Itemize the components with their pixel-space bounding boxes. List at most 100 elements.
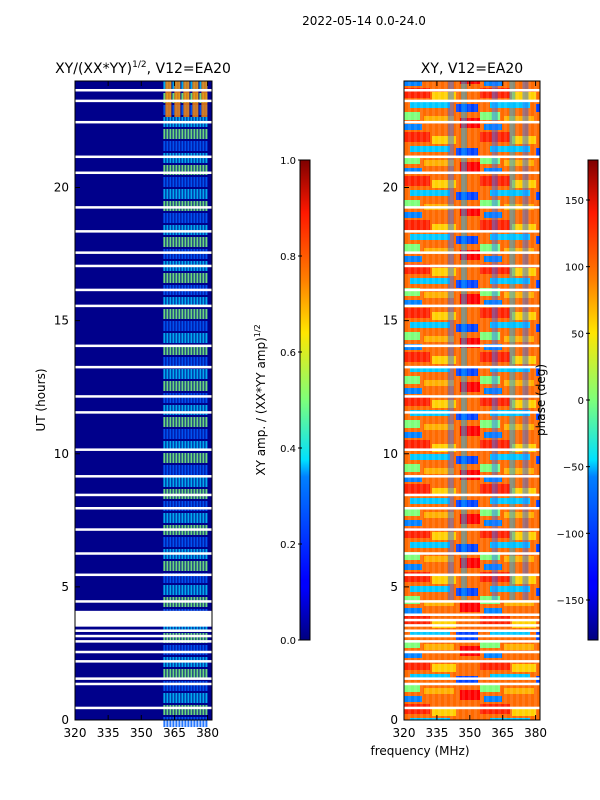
left-signal-cell (202, 405, 205, 415)
left-signal-cell (175, 141, 178, 151)
left-signal-cell (202, 693, 205, 703)
left-signal-cell (184, 297, 187, 307)
left-signal-cell (199, 189, 202, 199)
left-signal-cell (172, 345, 175, 355)
amplitude-colorbar-label: XY amp. / (XX*YY amp)1/2 (253, 324, 268, 475)
left-signal-cell (196, 237, 199, 247)
left-signal-cell (196, 345, 199, 355)
left-signal-cell (172, 585, 175, 595)
right-flag-row (404, 264, 540, 268)
left-signal-cell (199, 681, 202, 691)
left-signal-cell (181, 297, 184, 307)
left-signal-cell (166, 441, 169, 451)
left-signal-hot-cell (174, 81, 181, 117)
left-signal-cell (205, 669, 208, 679)
left-signal-cell (172, 369, 175, 379)
left-signal-cell (163, 345, 166, 355)
left-signal-cell (184, 309, 187, 319)
left-signal-cell (190, 693, 193, 703)
left-signal-cell (196, 513, 199, 523)
right-flag-row (404, 640, 540, 643)
left-signal-cell (166, 501, 169, 511)
left-signal-cell (184, 705, 187, 715)
left-signal-cell (169, 225, 172, 235)
left-signal-cell (166, 309, 169, 319)
left-signal-cell (169, 357, 172, 367)
left-signal-cell (175, 405, 178, 415)
left-signal-cell (178, 633, 181, 643)
left-signal-cell (193, 645, 196, 655)
left-signal-cell (175, 705, 178, 715)
left-signal-cell (172, 693, 175, 703)
right-xtick-label: 350 (458, 726, 481, 740)
left-signal-cell (199, 453, 202, 463)
left-flag-row (75, 304, 212, 308)
amplitude-colorbar-tick-label: 0.2 (280, 540, 296, 551)
left-signal-cell (199, 633, 202, 643)
left-signal-cell (205, 477, 208, 487)
left-signal-cell (163, 357, 166, 367)
left-signal-cell (163, 681, 166, 691)
left-signal-cell (196, 369, 199, 379)
left-signal-cell (205, 273, 208, 283)
left-flag-row (75, 706, 212, 710)
left-signal-cell (190, 441, 193, 451)
left-signal-cell (163, 81, 166, 91)
left-flag-row (75, 634, 212, 638)
left-signal-cell (181, 585, 184, 595)
left-signal-cell (184, 405, 187, 415)
left-signal-cell (193, 585, 196, 595)
right-flag-row (404, 650, 540, 654)
left-signal-cell (175, 465, 178, 475)
left-signal-cell (175, 537, 178, 547)
left-signal-cell (199, 333, 202, 343)
left-signal-cell (166, 417, 169, 427)
left-xtick-label: 320 (64, 726, 87, 740)
amplitude-colorbar-ticks: 0.0 0.2 0.4 0.6 0.8 1.0 (280, 156, 302, 647)
left-signal-cell (187, 669, 190, 679)
left-signal-cell (184, 333, 187, 343)
left-signal-cell (181, 249, 184, 259)
left-signal-cell (163, 501, 166, 511)
left-signal-cell (190, 417, 193, 427)
left-signal-cell (181, 357, 184, 367)
left-signal-cell (205, 213, 208, 223)
left-signal-cell (205, 201, 208, 211)
left-signal-cell (184, 249, 187, 259)
left-flag-row (75, 251, 212, 254)
left-signal-cell (184, 417, 187, 427)
left-signal-cell (184, 537, 187, 547)
right-flag-row (404, 88, 540, 92)
right-xtick-label: 380 (524, 726, 547, 740)
left-signal-cell (166, 405, 169, 415)
left-signal-cell (187, 717, 190, 727)
left-signal-cell (169, 585, 172, 595)
left-signal-cell (163, 417, 166, 427)
left-signal-cell (202, 213, 205, 223)
left-signal-cell (172, 453, 175, 463)
left-signal-cell (178, 129, 181, 139)
left-signal-cell (169, 453, 172, 463)
left-signal-cell (172, 645, 175, 655)
left-signal-cell (163, 645, 166, 655)
left-signal-cell (196, 585, 199, 595)
left-signal-cell (193, 273, 196, 283)
left-signal-cell (196, 693, 199, 703)
left-signal-cell (175, 129, 178, 139)
left-signal-cell (169, 201, 172, 211)
left-signal-cell (196, 669, 199, 679)
left-signal-cell (193, 417, 196, 427)
left-signal-cell (172, 381, 175, 391)
left-signal-cell (163, 321, 166, 331)
left-signal-cell (169, 309, 172, 319)
left-signal-cell (205, 345, 208, 355)
left-signal-cell (187, 681, 190, 691)
left-signal-cell (166, 369, 169, 379)
left-signal-hot-cell (192, 81, 199, 117)
left-signal-cell (178, 345, 181, 355)
left-signal-cell (193, 321, 196, 331)
left-flag-row (75, 88, 212, 92)
left-signal-cell (196, 717, 199, 727)
left-signal-cell (178, 669, 181, 679)
left-signal-cell (205, 573, 208, 583)
